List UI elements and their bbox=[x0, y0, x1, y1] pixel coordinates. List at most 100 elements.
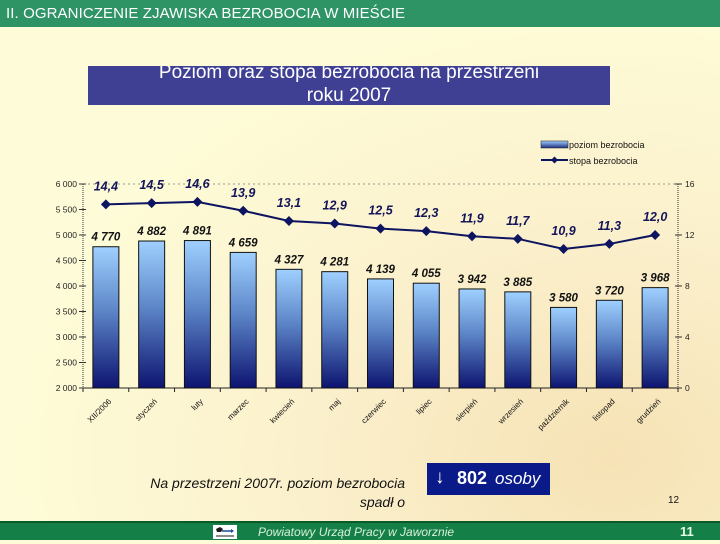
rate-value-label: 12,9 bbox=[323, 199, 347, 213]
left-axis-tick-label: 2 500 bbox=[56, 358, 78, 368]
legend-bar-label: poziom bezrobocia bbox=[569, 140, 645, 150]
bar bbox=[550, 306, 578, 389]
x-axis-labels: XII/2006 styczeń luty marzec kwiecień maj czer… bbox=[86, 396, 663, 432]
legend-diamond-icon bbox=[551, 156, 558, 164]
x-axis-category-label: styczeń bbox=[134, 397, 160, 423]
left-axis-tick-label: 4 000 bbox=[56, 281, 78, 291]
footer-organization: Powiatowy Urząd Pracy w Jaworznie bbox=[258, 525, 455, 539]
rate-value-label: 14,5 bbox=[139, 178, 164, 192]
bar bbox=[138, 240, 166, 389]
bar-value-label: 3 720 bbox=[595, 285, 624, 297]
bar-value-label: 4 327 bbox=[274, 254, 304, 266]
x-axis-category-label: listopad bbox=[591, 397, 617, 423]
left-axis-tick-label: 6 000 bbox=[56, 179, 78, 189]
bar-value-label: 3 580 bbox=[549, 292, 578, 304]
right-axis-tick-label: 4 bbox=[685, 332, 690, 342]
chart-title: Poziom oraz stopa bezrobocia na przestrz… bbox=[88, 66, 610, 105]
rate-marker-diamond-icon bbox=[100, 199, 111, 210]
chart-title-line2: roku 2007 bbox=[306, 85, 392, 105]
rate-marker-diamond-icon bbox=[329, 218, 340, 229]
bar-value-label: 3 942 bbox=[458, 274, 487, 286]
arrow-down-icon: ↓ bbox=[435, 467, 445, 488]
rate-value-label: 14,4 bbox=[94, 179, 118, 193]
bar-value-label: 3 968 bbox=[641, 273, 670, 285]
legend-line-label: stopa bezrobocia bbox=[569, 156, 638, 166]
left-axis-tick-label: 5 500 bbox=[56, 205, 78, 215]
right-axis-tick-label: 12 bbox=[685, 230, 695, 240]
rate-marker-diamond-icon bbox=[650, 230, 661, 240]
bar bbox=[367, 278, 394, 389]
summary-note-line1: Na przestrzeni 2007r. poziom bezrobocia bbox=[150, 475, 405, 491]
rate-value-label: 12,5 bbox=[368, 204, 393, 218]
bar bbox=[641, 287, 669, 389]
x-axis-category-label: marzec bbox=[226, 397, 251, 422]
x-axis-category-label: kwiecień bbox=[268, 397, 296, 425]
rate-value-label: 11,9 bbox=[460, 211, 483, 225]
bar bbox=[229, 251, 257, 389]
left-axis-tick-label: 4 500 bbox=[56, 256, 78, 266]
chart-title-line1: Poziom oraz stopa bezrobocia na przestrz… bbox=[158, 66, 540, 83]
rate-value-label: 10,9 bbox=[551, 224, 575, 238]
right-axis-tick-label: 0 bbox=[685, 383, 690, 393]
x-axis-category-label: sierpień bbox=[453, 397, 479, 423]
x-axis-category-label: wrzesień bbox=[496, 397, 525, 426]
right-axis-tick-label: 16 bbox=[685, 179, 695, 189]
summary-note: Na przestrzeni 2007r. poziom bezrobocia … bbox=[100, 474, 405, 512]
rate-value-label: 12,0 bbox=[643, 210, 667, 224]
bar-value-label: 4 770 bbox=[90, 232, 120, 244]
rate-marker-diamond-icon bbox=[375, 223, 386, 234]
summary-note-line2: spadł o bbox=[359, 494, 405, 510]
footer-bar: Powiatowy Urząd Pracy w Jaworznie 11 bbox=[0, 521, 720, 540]
bar-value-label: 4 882 bbox=[136, 226, 166, 238]
slide-ref-number: 12 bbox=[668, 495, 680, 506]
x-axis-category-label: XII/2006 bbox=[86, 397, 114, 425]
rate-marker-diamond-icon bbox=[467, 231, 478, 242]
rate-marker-diamond-icon bbox=[512, 233, 523, 244]
bar bbox=[321, 271, 349, 389]
bar bbox=[595, 299, 623, 389]
left-axis-tick-label: 5 000 bbox=[56, 230, 78, 240]
chart-title-box: Poziom oraz stopa bezrobocia na przestrz… bbox=[88, 66, 610, 105]
bar-value-label: 4 055 bbox=[411, 268, 441, 280]
rate-value-label: 11,3 bbox=[598, 219, 621, 233]
rate-marker-diamond-icon bbox=[283, 215, 294, 226]
x-axis-category-label: czerwiec bbox=[360, 397, 388, 425]
bar bbox=[458, 288, 486, 389]
rate-marker-diamond-icon bbox=[192, 196, 203, 207]
bar bbox=[275, 268, 303, 389]
rate-marker-diamond-icon bbox=[146, 198, 157, 209]
bar-value-label: 4 891 bbox=[182, 226, 212, 238]
office-logo-icon bbox=[213, 525, 237, 539]
bar bbox=[183, 240, 211, 389]
rate-value-label: 11,7 bbox=[506, 214, 530, 228]
rate-value-label: 13,1 bbox=[277, 196, 301, 210]
bar bbox=[504, 291, 532, 389]
rate-value-label: 12,3 bbox=[414, 206, 438, 220]
rate-marker-diamond-icon bbox=[238, 205, 249, 216]
rate-marker-diamond-icon bbox=[558, 244, 569, 255]
bar-value-label: 4 281 bbox=[319, 257, 349, 269]
decrease-value: 802 bbox=[457, 468, 488, 488]
x-axis-category-label: maj bbox=[327, 397, 343, 413]
rate-marker-diamond-icon bbox=[421, 226, 432, 237]
bar-value-label: 4 139 bbox=[365, 264, 395, 276]
bar-value-label: 4 659 bbox=[228, 237, 258, 249]
decrease-unit: osoby bbox=[495, 469, 541, 488]
left-axis-tick-label: 3 500 bbox=[56, 307, 78, 317]
page-number: 11 bbox=[680, 524, 694, 539]
line-series: 14,4 14,5 14,6 13,9 13,1 12,9 12,5 12,3 11,9 11,7… bbox=[94, 177, 667, 255]
section-title: II. OGRANICZENIE ZJAWISKA BEZROBOCIA W M… bbox=[6, 5, 406, 22]
rate-value-label: 14,6 bbox=[185, 177, 210, 191]
left-axis-tick-label: 2 000 bbox=[56, 383, 78, 393]
chart-legend: poziom bezrobocia stopa bezrobocia bbox=[540, 140, 645, 166]
section-header: II. OGRANICZENIE ZJAWISKA BEZROBOCIA W M… bbox=[0, 0, 720, 27]
x-axis-category-label: luty bbox=[190, 397, 205, 412]
legend-bar-swatch bbox=[540, 140, 569, 149]
x-axis-category-label: grudzień bbox=[634, 397, 662, 425]
left-axis-tick-label: 3 000 bbox=[56, 332, 78, 342]
bar-series: 4 770 4 882 4 891 4 659 4 327 4 281 4 139 4 055… bbox=[90, 226, 670, 389]
bar bbox=[92, 246, 120, 389]
bar-value-label: 3 885 bbox=[503, 277, 532, 289]
x-axis-category-label: lipiec bbox=[414, 397, 433, 416]
